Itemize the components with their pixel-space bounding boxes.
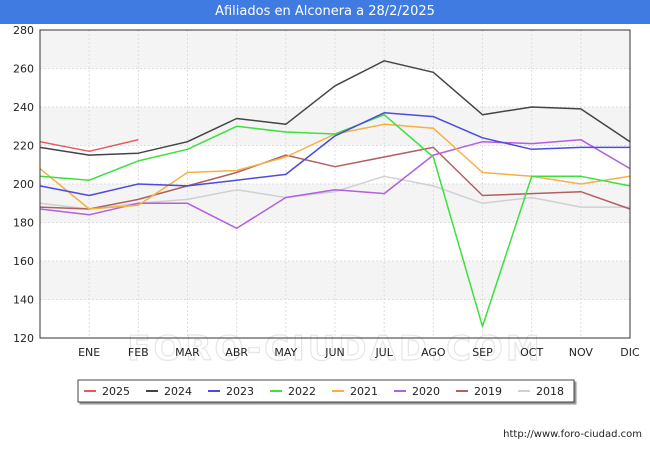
plot-border bbox=[39, 29, 631, 339]
legend-label-2021: 2021 bbox=[350, 385, 378, 398]
x-tick-label: MAR bbox=[175, 346, 200, 359]
watermark: FORO-CIUDAD.COM bbox=[127, 329, 543, 369]
series-line-2025 bbox=[39, 138, 139, 153]
source-link[interactable]: http://www.foro-ciudad.com bbox=[503, 429, 642, 440]
legend-label-2020: 2020 bbox=[412, 385, 440, 398]
x-tick-label: DIC bbox=[620, 346, 640, 359]
x-tick-label: JUN bbox=[324, 346, 345, 359]
x-tick-label: OCT bbox=[520, 346, 543, 359]
x-tick-label: NOV bbox=[569, 346, 594, 359]
legend-label-2024: 2024 bbox=[164, 385, 192, 398]
x-tick-label: ENE bbox=[78, 346, 100, 359]
y-tick-label: 200 bbox=[13, 178, 34, 191]
x-tick-label: ABR bbox=[225, 346, 248, 359]
x-tick-label: JUL bbox=[374, 346, 393, 359]
series-line-2019 bbox=[39, 146, 631, 210]
axes: 120 140 160 180 200 220 240 260 280 ENE FEB MAR ABR M… bbox=[13, 24, 640, 359]
legend-label-2022: 2022 bbox=[288, 385, 316, 398]
legend-label-2018: 2018 bbox=[536, 385, 564, 398]
series-line-2024 bbox=[39, 60, 631, 156]
legend-label-2025: 2025 bbox=[102, 385, 130, 398]
y-tick-label: 220 bbox=[13, 140, 34, 153]
series-line-2022 bbox=[39, 113, 631, 328]
x-tick-label: MAY bbox=[274, 346, 297, 359]
legend: 2025 2024 2023 2022 2021 2020 2019 2018 bbox=[77, 379, 575, 403]
line-chart: FORO-CIUDAD.COM 120 140 160 180 200 220 240 260… bbox=[13, 24, 640, 403]
legend-label-2023: 2023 bbox=[226, 385, 254, 398]
x-tick-label: AGO bbox=[421, 346, 446, 359]
y-tick-label: 260 bbox=[13, 63, 34, 76]
y-tick-label: 240 bbox=[13, 101, 34, 114]
series-line-2020 bbox=[39, 138, 631, 230]
y-tick-label: 180 bbox=[13, 217, 34, 230]
chart-title: Afiliados en Alconera a 28/2/2025 bbox=[0, 0, 650, 24]
x-tick-label: FEB bbox=[128, 346, 149, 359]
y-tick-label: 160 bbox=[13, 255, 34, 268]
x-tick-label: SEP bbox=[472, 346, 493, 359]
legend-label-2019: 2019 bbox=[474, 385, 502, 398]
series-line-2023 bbox=[39, 112, 630, 197]
y-tick-label: 120 bbox=[13, 332, 34, 345]
y-tick-label: 140 bbox=[13, 294, 34, 307]
y-tick-label: 280 bbox=[13, 24, 34, 37]
legend-box bbox=[77, 379, 575, 403]
series-lines bbox=[39, 60, 631, 328]
